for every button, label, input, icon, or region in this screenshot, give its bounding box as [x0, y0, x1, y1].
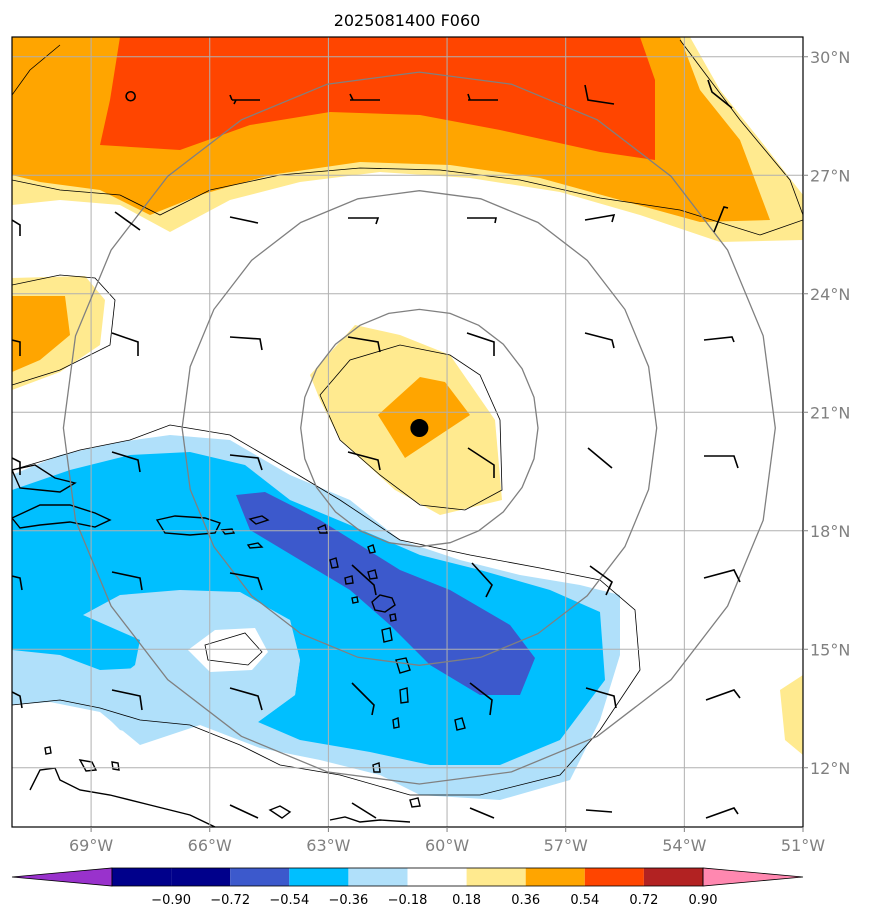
colorbar-tick-2: −0.54 — [269, 893, 309, 908]
lon-tick-label-5: 54°W — [662, 836, 706, 855]
gridlines — [12, 37, 803, 827]
map-title: 2025081400 F060 — [334, 11, 481, 30]
colorbar-segment-9 — [643, 868, 703, 886]
wind-barbs — [12, 79, 741, 819]
lon-tick-label-6: 51°W — [781, 836, 825, 855]
lat-tick-label-5: 15°N — [810, 640, 850, 659]
storm-center-marker[interactable] — [410, 419, 429, 438]
colorbar-frame — [111, 867, 704, 887]
colorbar-tick-4: −0.18 — [388, 893, 428, 908]
lon-tick-label-2: 63°W — [306, 836, 350, 855]
lon-tick-label-0: 69°W — [69, 836, 113, 855]
contour-lines — [12, 39, 803, 796]
map-area[interactable] — [12, 37, 803, 827]
lat-tick-label-0: 30°N — [810, 48, 850, 67]
range-ring-2 — [181, 190, 658, 666]
range-ring-3 — [62, 71, 776, 785]
colorbar-segment-4 — [348, 868, 408, 886]
latitude-ticks: 30°N 27°N 24°N 21°N 18°N 15°N 12°N — [803, 48, 850, 778]
positive-anomaly-southeast — [780, 675, 803, 755]
longitude-ticks: 69°W 66°W 63°W 60°W 57°W 54°W 51°W — [69, 827, 825, 855]
colorbar-tick-1: −0.72 — [210, 893, 250, 908]
colorbar-segment-6 — [466, 868, 526, 886]
lon-tick-label-4: 57°W — [544, 836, 588, 855]
colorbar-segment-8 — [584, 868, 644, 886]
colorbar-tick-0: −0.90 — [151, 893, 191, 908]
lat-tick-label-2: 24°N — [810, 285, 850, 304]
colorbar-extend-low — [11, 867, 113, 887]
small-circle-marker — [125, 90, 136, 102]
lat-tick-label-1: 27°N — [810, 166, 850, 185]
colorbar-tick-6: 0.36 — [511, 893, 540, 908]
colorbar: −0.90 −0.72 −0.54 −0.36 −0.18 0.18 0.36 0.54 0.7… — [11, 867, 804, 908]
positive-anomaly-west — [12, 276, 105, 390]
lat-tick-label-3: 21°N — [810, 403, 850, 422]
colorbar-segment-3 — [289, 868, 349, 886]
colorbar-segment-2 — [230, 868, 290, 886]
coastlines — [12, 464, 466, 827]
colorbar-tick-3: −0.36 — [328, 893, 368, 908]
colorbar-segment-5 — [407, 868, 467, 886]
colorbar-tick-8: 0.72 — [629, 893, 658, 908]
colorbar-segment-1 — [171, 868, 231, 886]
colorbar-segment-0 — [112, 868, 172, 886]
range-ring-1 — [300, 308, 539, 548]
colorbar-tick-7: 0.54 — [570, 893, 599, 908]
lat-tick-label-6: 12°N — [810, 759, 850, 778]
colorbar-tick-9: 0.90 — [689, 893, 718, 908]
colorbar-extend-high — [702, 867, 804, 887]
lat-tick-label-4: 18°N — [810, 522, 850, 541]
lon-tick-label-3: 60°W — [425, 836, 469, 855]
map-frame — [11, 36, 804, 828]
lon-tick-label-1: 66°W — [188, 836, 232, 855]
colorbar-tick-5: 0.18 — [452, 893, 481, 908]
colorbar-segment-7 — [525, 868, 585, 886]
range-rings — [62, 71, 776, 785]
